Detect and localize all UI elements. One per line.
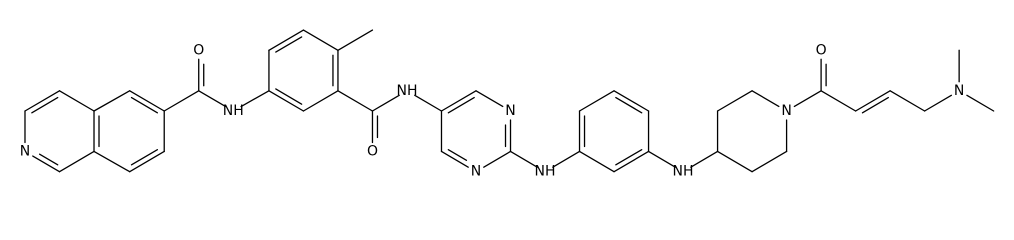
- bond-double: [130, 96, 159, 114]
- bond: [268, 29, 305, 51]
- bond-double: [447, 149, 468, 161]
- bond-double: [447, 96, 475, 114]
- bond: [613, 90, 650, 112]
- bond-double: [615, 149, 643, 166]
- bond: [302, 90, 339, 112]
- atom-label: N: [471, 164, 481, 180]
- bond: [129, 150, 165, 173]
- bond: [24, 90, 61, 112]
- atom-label: O: [367, 143, 378, 159]
- bond: [268, 90, 305, 112]
- bond: [483, 150, 512, 168]
- bond: [854, 90, 891, 112]
- bond: [58, 90, 95, 112]
- bond: [552, 150, 581, 168]
- bond: [440, 150, 469, 168]
- bond: [820, 90, 857, 112]
- bond: [337, 90, 374, 112]
- bond: [889, 90, 926, 112]
- bond: [578, 90, 615, 112]
- bond-double: [861, 96, 889, 114]
- bond-double: [31, 96, 59, 114]
- atom-label: NH: [535, 164, 556, 180]
- bond: [371, 94, 400, 112]
- atom-label: NH: [223, 103, 244, 119]
- bond: [93, 150, 131, 173]
- bond: [240, 90, 270, 108]
- atom-label: O: [816, 42, 827, 58]
- bond: [302, 29, 339, 51]
- atom-label: N: [20, 143, 30, 159]
- structure-diagram: N O NH O NH N N NH NH N O N: [20, 29, 995, 180]
- bond: [716, 150, 753, 173]
- bond-double: [615, 96, 643, 114]
- bond: [32, 155, 61, 173]
- bond-double: [38, 153, 59, 166]
- bond: [475, 90, 504, 108]
- bond: [337, 29, 374, 51]
- bond: [509, 150, 538, 168]
- bond: [613, 150, 650, 173]
- bond: [923, 94, 953, 112]
- bond-double: [130, 149, 159, 166]
- bond: [751, 150, 788, 173]
- bond: [440, 90, 477, 112]
- atom-label: N: [954, 83, 964, 99]
- bond: [163, 90, 200, 112]
- bond: [414, 94, 443, 112]
- bond: [198, 90, 227, 108]
- atom-label: N: [505, 103, 515, 119]
- bond: [93, 90, 131, 112]
- bond: [647, 150, 676, 168]
- bond: [578, 150, 615, 173]
- bond: [966, 94, 995, 112]
- bond: [751, 90, 780, 108]
- atom-label: O: [193, 42, 204, 58]
- bond: [690, 150, 719, 168]
- atom-label: NH: [396, 83, 417, 99]
- atom-label: NH: [673, 164, 694, 180]
- atom-label: N: [781, 103, 791, 119]
- bond: [58, 150, 95, 173]
- bond: [716, 90, 753, 112]
- bond: [793, 90, 822, 108]
- bond: [129, 90, 165, 112]
- bond-double: [275, 88, 303, 105]
- bond-double: [275, 36, 303, 53]
